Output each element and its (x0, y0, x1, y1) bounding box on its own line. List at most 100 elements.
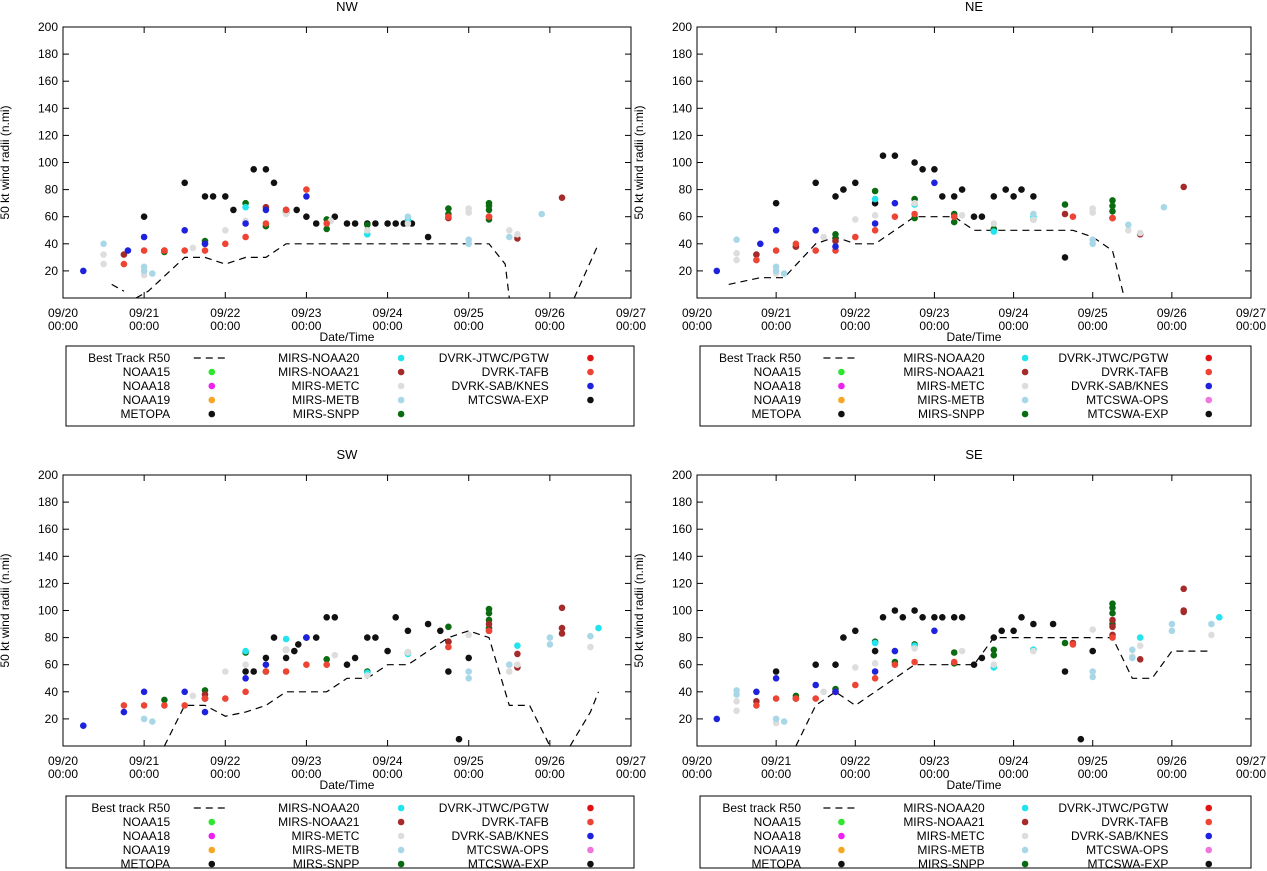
y-tick-label: 40 (45, 237, 59, 251)
point-mirs-snpp (832, 231, 839, 238)
x-tick-time: 00:00 (48, 319, 78, 333)
x-tick-time: 00:00 (616, 319, 646, 333)
point-mirs-metc (100, 260, 107, 268)
point-dvrk-sab-knes (181, 227, 188, 234)
y-tick-label: 180 (38, 495, 58, 509)
x-tick-date: 09/23 (919, 306, 949, 320)
panel-se: SE2040608010012014016018020009/2000:0009… (632, 447, 1266, 871)
point-mirs-snpp (323, 656, 331, 663)
point-mirs-noaa21 (558, 604, 566, 612)
x-tick-time: 00:00 (291, 319, 321, 333)
point-dvrk-sab-knes (713, 267, 721, 275)
legend-marker-noaa15 (208, 368, 216, 376)
x-tick-time: 00:00 (919, 767, 949, 781)
y-tick-label: 180 (672, 47, 692, 61)
y-tick-label: 100 (38, 156, 58, 170)
x-tick-time: 00:00 (1078, 319, 1108, 333)
x-tick-time: 00:00 (210, 319, 240, 333)
y-tick-label: 20 (45, 264, 59, 278)
point-dvrk-tafb (282, 206, 290, 214)
x-tick-date: 09/22 (210, 306, 240, 320)
legend-label: NOAA19 (754, 843, 802, 857)
point-mtcswa-exp (1061, 254, 1069, 261)
point-mirs-metc (514, 231, 521, 238)
point-mirs-noaa21 (558, 624, 566, 632)
point-mirs-metb (546, 641, 554, 648)
legend-label: MIRS-SNPP (293, 407, 360, 421)
x-tick-time: 00:00 (210, 767, 240, 781)
point-mtcswa-exp (312, 634, 320, 641)
x-axis-label: Date/Time (947, 330, 1002, 344)
point-dvrk-tafb (891, 661, 899, 668)
point-mirs-metc (506, 668, 513, 675)
legend-marker-mtcswa-exp (587, 396, 594, 404)
point-mirs-metc (871, 660, 879, 667)
legend-box (65, 345, 635, 427)
x-tick-date: 09/25 (1078, 754, 1108, 768)
legend-marker-dvrk-jtwc-pgtw (1205, 354, 1213, 362)
point-dvrk-sab-knes (242, 675, 249, 682)
point-mtcswa-exp (343, 661, 351, 668)
point-dvrk-tafb (262, 220, 270, 227)
point-mtcswa-exp (950, 193, 958, 200)
point-mtcswa-exp (950, 614, 958, 621)
point-mirs-metc (331, 651, 339, 659)
point-mtcswa-exp (250, 166, 257, 173)
x-tick-date: 09/21 (761, 306, 791, 320)
point-dvrk-tafb (852, 233, 859, 241)
point-dvrk-tafb (871, 675, 879, 682)
point-dvrk-tafb (181, 702, 188, 709)
point-mtcswa-exp (1018, 186, 1025, 193)
legend-label: METOPA (121, 857, 171, 871)
legend-label: MIRS-METB (917, 843, 984, 857)
best-track-line (573, 243, 600, 298)
point-dvrk-sab-knes (753, 688, 760, 696)
point-dvrk-sab-knes (871, 668, 879, 675)
point-dvrk-sab-knes (832, 688, 839, 696)
point-mirs-metc (465, 631, 473, 639)
legend-marker-mtcswa-exp (587, 860, 594, 868)
legend-label: DVRK-TAFB (482, 815, 549, 829)
panel-title: NE (965, 0, 983, 14)
point-mirs-metb (465, 668, 473, 675)
point-mtcswa-exp (970, 213, 978, 220)
point-dvrk-sab-knes (262, 661, 270, 668)
legend-marker-mirs-noaa20 (1021, 804, 1029, 812)
point-dvrk-sab-knes (201, 708, 209, 716)
legend-marker-mirs-metb (397, 396, 405, 404)
legend-label: NOAA15 (123, 365, 171, 379)
point-mirs-noaa21 (1061, 210, 1069, 218)
y-tick-label: 20 (679, 712, 693, 726)
point-mtcswa-exp (852, 179, 859, 187)
point-mtcswa-exp (1061, 668, 1069, 675)
legend-marker-dvrk-tafb (587, 368, 594, 376)
legend-marker-dvrk-tafb (1205, 368, 1213, 376)
legend-marker-dvrk-sab-knes (587, 832, 594, 840)
x-tick-time: 00:00 (373, 319, 403, 333)
legend-label: NOAA19 (123, 393, 171, 407)
legend-marker-mtcswa-ops (1205, 846, 1213, 854)
point-mirs-metb (1168, 627, 1176, 635)
point-mirs-metc (733, 707, 740, 715)
x-tick-date: 09/20 (682, 306, 712, 320)
point-mirs-noaa21 (1180, 183, 1187, 191)
x-tick-time: 00:00 (761, 767, 791, 781)
point-dvrk-sab-knes (812, 227, 819, 234)
point-dvrk-tafb (242, 233, 249, 241)
legend-label: MIRS-METC (917, 829, 985, 843)
x-tick-time: 00:00 (291, 767, 321, 781)
point-mirs-metc (222, 227, 229, 234)
point-mirs-noaa20 (990, 228, 998, 235)
point-dvrk-sab-knes (871, 220, 879, 227)
point-mirs-metb (733, 687, 740, 694)
point-mirs-metc (189, 244, 197, 252)
point-mtcswa-exp (958, 614, 966, 621)
y-tick-label: 60 (45, 658, 59, 672)
point-dvrk-tafb (1109, 634, 1116, 641)
point-mirs-metc (852, 664, 859, 671)
point-mtcswa-exp (939, 193, 946, 200)
point-mtcswa-exp (970, 661, 978, 668)
x-tick-date: 09/27 (616, 306, 646, 320)
point-mtcswa-exp (455, 735, 463, 743)
